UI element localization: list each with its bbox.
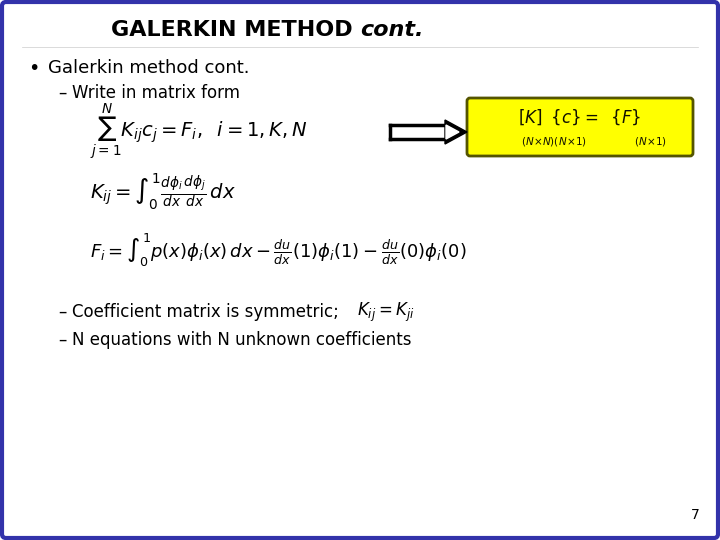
Text: Write in matrix form: Write in matrix form [72,84,240,102]
Polygon shape [446,125,459,139]
Text: •: • [28,58,40,78]
Text: $K_{ij} = K_{ji}$: $K_{ij} = K_{ji}$ [357,300,415,323]
Text: GALERKIN METHOD: GALERKIN METHOD [111,20,360,40]
Text: –: – [58,331,66,349]
Text: $(N\!\times\!1)$: $(N\!\times\!1)$ [634,135,667,148]
Text: cont.: cont. [360,20,423,40]
Text: $K_{ij} = \int_0^1 \frac{d\phi_i}{dx}\frac{d\phi_j}{dx}\,dx$: $K_{ij} = \int_0^1 \frac{d\phi_i}{dx}\fr… [90,172,236,212]
Text: Coefficient matrix is symmetric;: Coefficient matrix is symmetric; [72,303,344,321]
Polygon shape [445,120,467,144]
Text: $F_i = \int_0^1 p(x)\phi_i(x)\,dx - \frac{du}{dx}(1)\phi_i(1) - \frac{du}{dx}(0): $F_i = \int_0^1 p(x)\phi_i(x)\,dx - \fra… [90,232,467,268]
Text: Galerkin method cont.: Galerkin method cont. [48,59,250,77]
Text: –: – [58,84,66,102]
Text: N equations with N unknown coefficients: N equations with N unknown coefficients [72,331,412,349]
FancyBboxPatch shape [467,98,693,156]
Text: $(N\!\times\!N)(N\!\times\!1)$: $(N\!\times\!N)(N\!\times\!1)$ [521,135,587,148]
Text: $[K]\;\;\{c\} =\;\;\{F\}$: $[K]\;\;\{c\} =\;\;\{F\}$ [518,108,642,127]
Text: 7: 7 [691,508,700,522]
Text: $\sum_{j=1}^{N} K_{ij}c_j = F_i, \;\; i = 1,K,N$: $\sum_{j=1}^{N} K_{ij}c_j = F_i, \;\; i … [90,102,307,162]
Text: –: – [58,303,66,321]
